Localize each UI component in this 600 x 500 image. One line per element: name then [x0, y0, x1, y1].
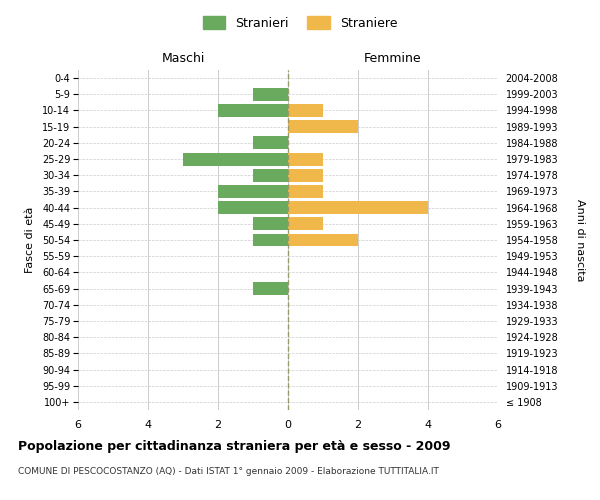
Bar: [253, 218, 288, 230]
Text: Maschi: Maschi: [161, 52, 205, 65]
Bar: [288, 120, 358, 133]
Bar: [218, 185, 288, 198]
Bar: [288, 104, 323, 117]
Y-axis label: Anni di nascita: Anni di nascita: [575, 198, 585, 281]
Text: COMUNE DI PESCOCOSTANZO (AQ) - Dati ISTAT 1° gennaio 2009 - Elaborazione TUTTITA: COMUNE DI PESCOCOSTANZO (AQ) - Dati ISTA…: [18, 468, 439, 476]
Bar: [288, 234, 358, 246]
Bar: [288, 218, 323, 230]
Bar: [288, 201, 428, 214]
Bar: [253, 169, 288, 181]
Bar: [183, 152, 288, 166]
Legend: Stranieri, Straniere: Stranieri, Straniere: [197, 11, 403, 35]
Bar: [218, 104, 288, 117]
Bar: [288, 185, 323, 198]
Bar: [253, 282, 288, 295]
Bar: [288, 152, 323, 166]
Bar: [218, 201, 288, 214]
Text: Femmine: Femmine: [364, 52, 422, 65]
Bar: [253, 88, 288, 101]
Bar: [253, 136, 288, 149]
Bar: [288, 169, 323, 181]
Y-axis label: Fasce di età: Fasce di età: [25, 207, 35, 273]
Text: Popolazione per cittadinanza straniera per età e sesso - 2009: Popolazione per cittadinanza straniera p…: [18, 440, 451, 453]
Bar: [253, 234, 288, 246]
